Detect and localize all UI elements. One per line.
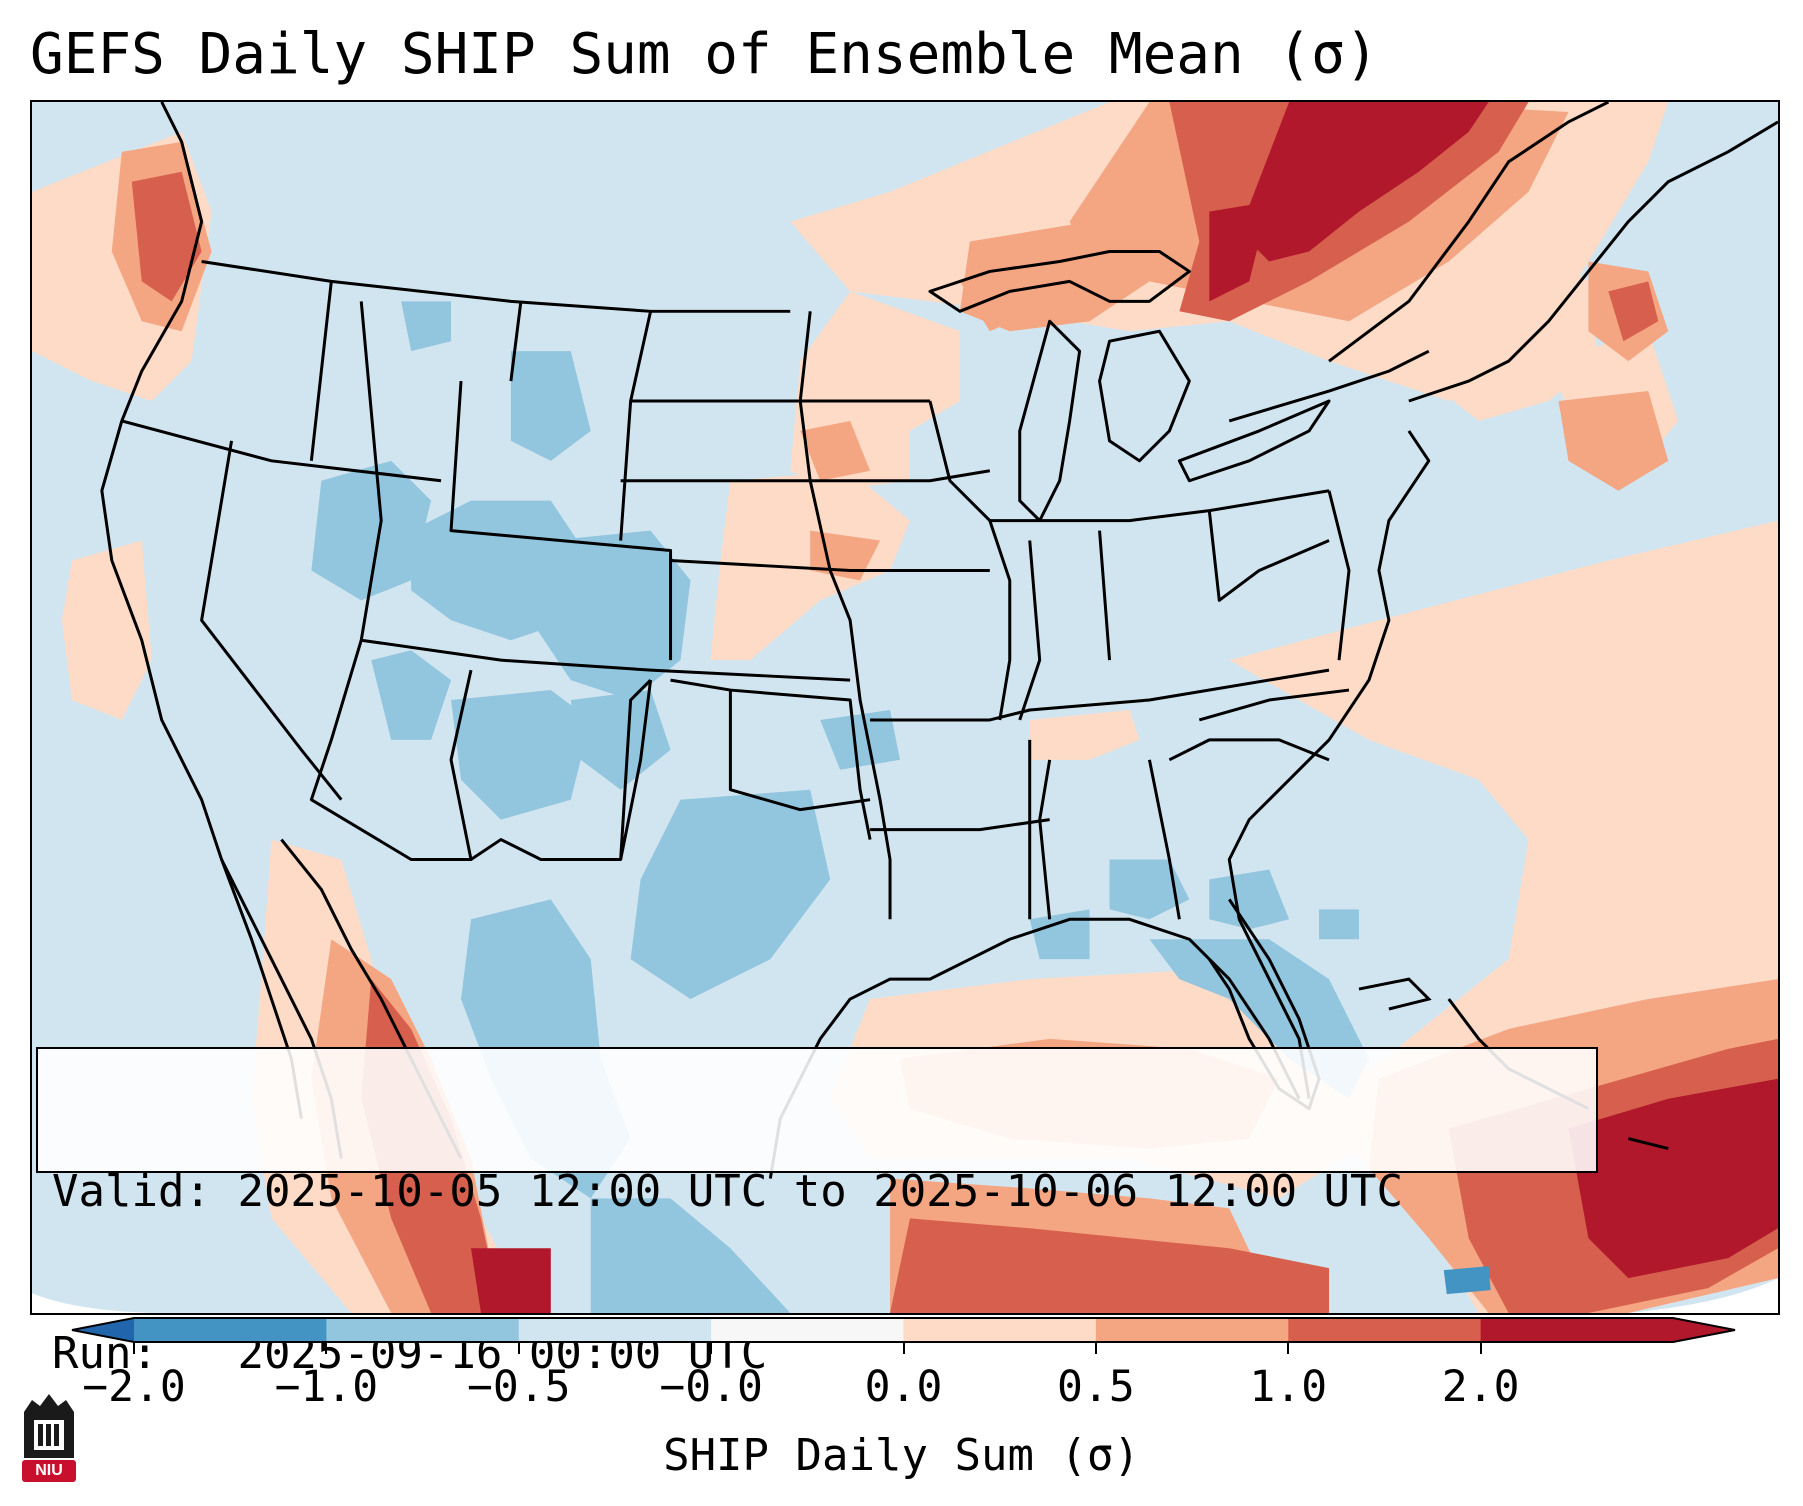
colorbar-segment <box>1095 1318 1289 1342</box>
colorbar-tick-mark <box>133 1342 135 1354</box>
colorbar-label: SHIP Daily Sum (σ) <box>663 1430 1140 1481</box>
colorbar-segment <box>134 1318 327 1342</box>
colorbar-tick-label: −1.0 <box>274 1362 379 1412</box>
colorbar-tick-label: 1.0 <box>1249 1362 1328 1412</box>
valid-label: Valid: <box>52 1166 211 1217</box>
colorbar-tick-label: −0.0 <box>659 1362 763 1412</box>
colorbar-segment <box>711 1318 904 1342</box>
colorbar-tick-label: 0.0 <box>864 1362 943 1412</box>
colorbar-tick-label: −0.5 <box>466 1362 571 1412</box>
colorbar-tick-mark <box>517 1342 520 1354</box>
colorbar-tick-mark <box>1287 1342 1290 1354</box>
niu-logo-text: NIU <box>35 1462 63 1479</box>
coastlines-and-borders <box>100 102 1778 1179</box>
negative-anomaly-strong <box>1443 1266 1491 1295</box>
colorbar-under-extension <box>72 1318 134 1342</box>
colorbar-segment <box>1288 1318 1482 1342</box>
colorbar-segment <box>1480 1318 1674 1342</box>
niu-logo: NIU <box>20 1392 78 1484</box>
niu-logo-graphic <box>22 1394 76 1482</box>
colorbar-tick-mark <box>710 1342 713 1354</box>
valid-line: Valid: 2025-10-05 12:00 UTC to 2025-10-0… <box>52 1165 1582 1219</box>
validity-info-box: Valid: 2025-10-05 12:00 UTC to 2025-10-0… <box>36 1047 1598 1379</box>
colorbar-segment <box>903 1318 1097 1342</box>
colorbar-tick-label: 0.5 <box>1057 1362 1135 1412</box>
colorbar-tick-mark <box>1094 1342 1097 1354</box>
valid-value: 2025-10-05 12:00 UTC to 2025-10-06 12:00… <box>237 1166 1404 1217</box>
colorbar-segment <box>518 1318 712 1342</box>
colorbar-over-extension <box>1673 1318 1735 1342</box>
colorbar-segment <box>326 1318 520 1342</box>
colorbar <box>71 1317 1736 1343</box>
colorbar-ticks: −2.0 −1.0 −0.5 −0.0 0.0 0.5 1.0 2.0 <box>0 1342 1803 1422</box>
colorbar-tick-mark <box>1479 1342 1482 1354</box>
colorbar-graphic <box>71 1317 1736 1343</box>
colorbar-tick-label: −2.0 <box>82 1362 186 1412</box>
colorbar-tick-label: 2.0 <box>1441 1362 1520 1412</box>
positive-anomaly-max <box>470 102 1778 1313</box>
colorbar-tick-mark <box>325 1342 328 1354</box>
map-title: GEFS Daily SHIP Sum of Ensemble Mean (σ) <box>30 22 1379 87</box>
colorbar-tick-mark <box>902 1342 905 1354</box>
